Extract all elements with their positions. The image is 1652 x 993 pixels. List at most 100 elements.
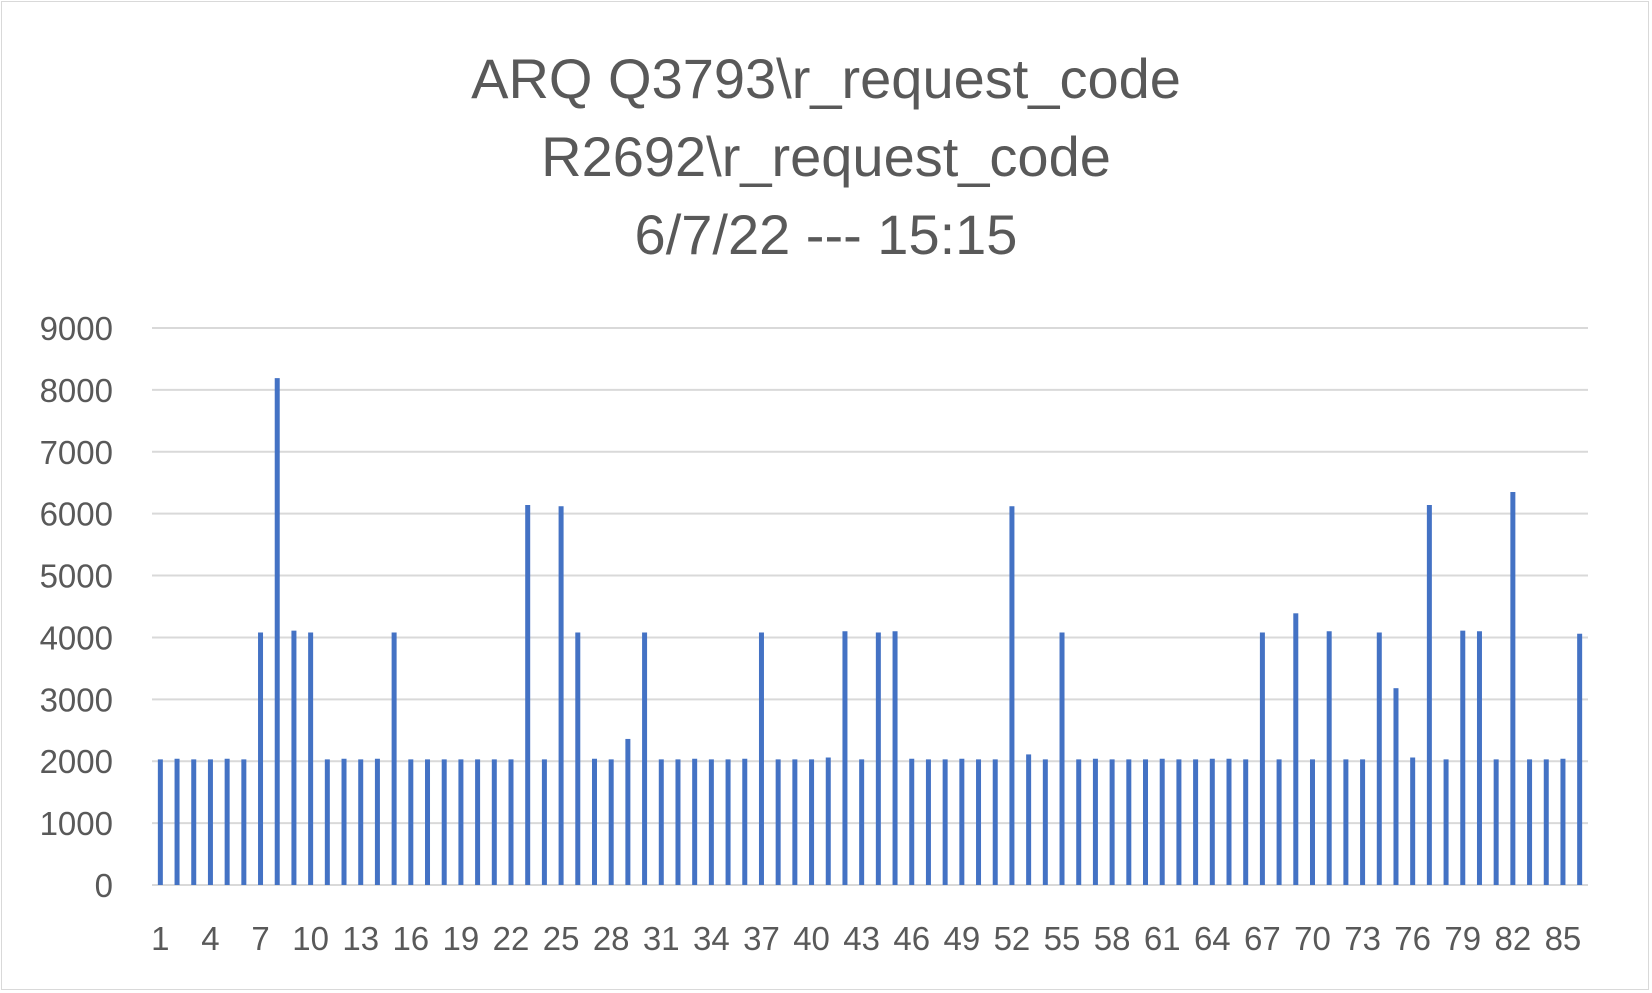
x-tick-label: 46 [893, 920, 930, 957]
x-tick-label: 76 [1394, 920, 1431, 957]
x-tick-label: 19 [443, 920, 480, 957]
bar-19 [458, 759, 464, 885]
bar-9 [291, 630, 297, 885]
bar-64 [1209, 758, 1215, 885]
bar-81 [1493, 759, 1499, 885]
bar-26 [575, 632, 581, 885]
bar-85 [1560, 758, 1566, 885]
bar-30 [642, 632, 648, 885]
bar-45 [892, 631, 898, 885]
bar-83 [1527, 759, 1533, 885]
bar-86 [1577, 633, 1583, 885]
bar-51 [992, 759, 998, 885]
y-tick-label: 2000 [40, 743, 113, 780]
bar-39 [792, 759, 798, 885]
x-tick-label: 64 [1194, 920, 1231, 957]
x-tick-label: 1 [151, 920, 169, 957]
bar-20 [475, 759, 481, 885]
bar-58 [1109, 759, 1115, 885]
bar-38 [775, 759, 781, 885]
bar-24 [541, 759, 547, 885]
bar-31 [658, 759, 664, 885]
bar-4 [207, 759, 213, 885]
bar-65 [1226, 758, 1232, 885]
bar-72 [1343, 759, 1349, 885]
x-tick-label: 73 [1344, 920, 1381, 957]
bar-25 [558, 506, 564, 885]
y-tick-label: 5000 [40, 558, 113, 595]
bar-59 [1126, 759, 1132, 885]
bar-46 [909, 758, 915, 885]
bar-18 [441, 759, 447, 885]
x-tick-label: 85 [1545, 920, 1582, 957]
x-tick-label: 37 [743, 920, 780, 957]
x-tick-label: 34 [693, 920, 730, 957]
x-tick-label: 52 [994, 920, 1031, 957]
bar-55 [1059, 632, 1065, 885]
y-tick-label: 8000 [40, 372, 113, 409]
bar-61 [1159, 758, 1165, 885]
y-tick-label: 7000 [40, 434, 113, 471]
bar-12 [341, 758, 347, 885]
x-tick-label: 70 [1294, 920, 1331, 957]
x-tick-label: 61 [1144, 920, 1181, 957]
bar-7 [258, 632, 264, 885]
bar-57 [1092, 758, 1098, 885]
bar-77 [1426, 505, 1432, 885]
bar-2 [174, 758, 180, 885]
bar-15 [391, 632, 397, 885]
bar-67 [1259, 632, 1265, 885]
bar-22 [508, 759, 514, 885]
y-tick-label: 3000 [40, 681, 113, 718]
x-tick-label: 43 [843, 920, 880, 957]
bar-5 [224, 758, 230, 885]
chart-title-line-3: 6/7/22 --- 15:15 [634, 203, 1018, 266]
y-tick-label: 0 [95, 867, 113, 904]
bar-47 [925, 759, 931, 885]
bar-82 [1510, 492, 1516, 885]
y-tick-label: 6000 [40, 496, 113, 533]
x-tick-label: 58 [1094, 920, 1131, 957]
bar-40 [809, 759, 815, 885]
bar-29 [625, 738, 631, 885]
x-tick-label: 79 [1444, 920, 1481, 957]
bar-42 [842, 631, 848, 885]
bar-78 [1443, 759, 1449, 885]
bar-3 [191, 759, 197, 885]
bar-84 [1543, 759, 1549, 885]
bar-52 [1009, 506, 1015, 885]
bar-80 [1476, 631, 1482, 885]
bar-6 [241, 759, 247, 885]
x-tick-label: 25 [543, 920, 580, 957]
bar-66 [1243, 759, 1249, 885]
x-tick-label: 67 [1244, 920, 1281, 957]
bar-48 [942, 759, 948, 885]
x-tick-label: 28 [593, 920, 630, 957]
bar-8 [274, 378, 280, 885]
chart-title: ARQ Q3793\r_request_code R2692\r_request… [0, 40, 1652, 274]
bar-23 [525, 505, 531, 885]
x-tick-label: 49 [943, 920, 980, 957]
bar-76 [1410, 757, 1416, 885]
y-tick-label: 9000 [40, 310, 113, 347]
bar-53 [1026, 754, 1032, 885]
chart-title-line-2: R2692\r_request_code [541, 125, 1111, 188]
y-tick-label: 4000 [40, 619, 113, 656]
bar-43 [859, 759, 865, 885]
x-tick-label: 31 [643, 920, 680, 957]
bar-63 [1193, 759, 1199, 885]
bar-74 [1376, 632, 1382, 885]
bar-75 [1393, 688, 1399, 885]
bar-37 [758, 632, 764, 885]
bar-17 [425, 759, 431, 885]
bar-27 [591, 758, 597, 885]
bar-41 [825, 757, 831, 885]
bar-49 [959, 758, 965, 885]
bar-14 [374, 758, 380, 885]
x-tick-label: 40 [793, 920, 830, 957]
bar-32 [675, 759, 681, 885]
x-tick-label: 13 [342, 920, 379, 957]
x-tick-label: 82 [1495, 920, 1532, 957]
bar-35 [725, 759, 731, 885]
